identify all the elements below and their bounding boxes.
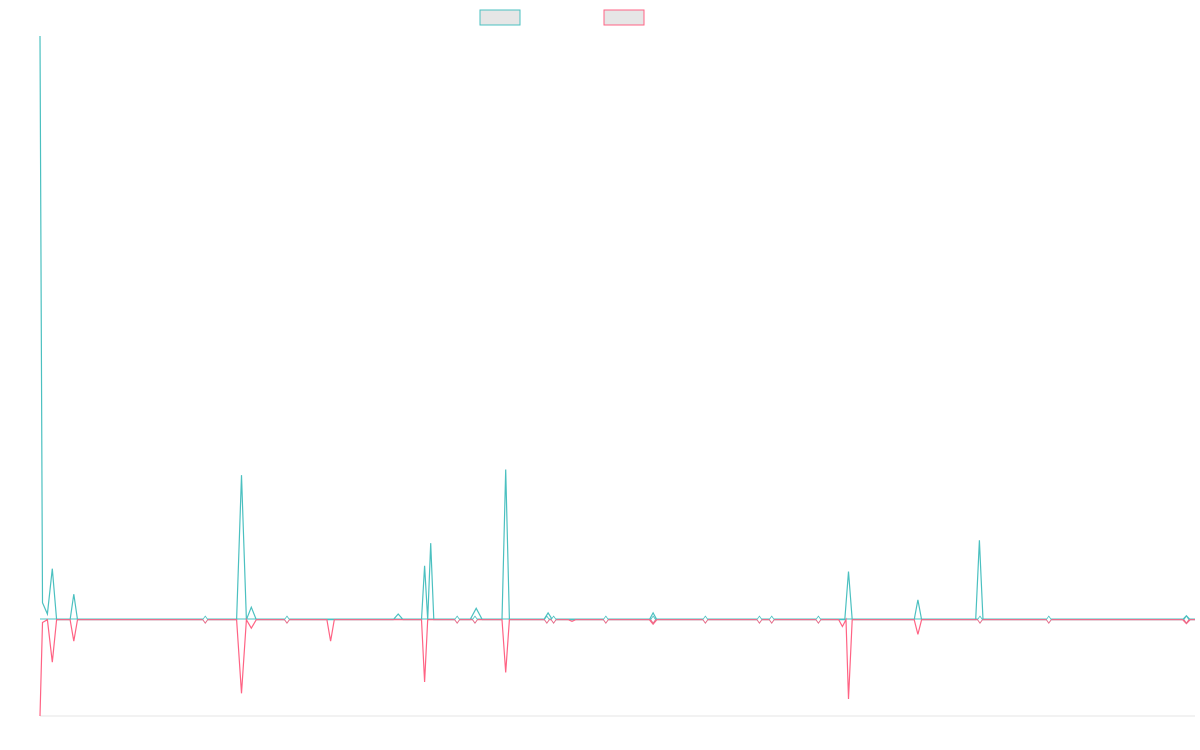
legend	[479, 9, 645, 26]
baseline-marker-lower-1	[202, 619, 209, 624]
baseline-marker-lower-9	[702, 619, 709, 624]
baseline-marker-lower-2	[284, 619, 290, 624]
baseline-marker-lower-5	[544, 619, 550, 624]
series-line-2	[39, 617, 1195, 717]
baseline-marker-lower-15	[1183, 619, 1190, 624]
baseline-marker-6	[550, 615, 557, 624]
baseline-marker-1	[202, 615, 209, 624]
baseline-marker-13	[976, 615, 983, 624]
baseline-marker-14	[1045, 615, 1052, 624]
baseline-marker-10	[756, 615, 763, 624]
baseline-marker-lower-7	[603, 619, 609, 624]
baseline-marker-lower-10	[756, 619, 763, 624]
baseline-marker-lower-8	[650, 619, 656, 624]
baseline-marker-12	[815, 615, 822, 624]
baseline-marker-9	[702, 615, 709, 624]
legend-swatch-1[interactable]	[479, 9, 521, 26]
baseline-marker-3	[454, 615, 461, 624]
legend-swatch-2[interactable]	[603, 9, 645, 26]
series-layer	[39, 35, 1195, 717]
baseline-marker-lower-12	[815, 619, 822, 624]
baseline-marker-lower-13	[977, 619, 983, 624]
marker-layer	[202, 615, 1190, 624]
baseline-marker-2	[283, 615, 290, 624]
baseline-marker-7	[602, 615, 609, 624]
baseline-marker-4	[471, 615, 478, 624]
baseline-marker-lower-4	[472, 619, 478, 624]
baseline-marker-lower-14	[1045, 619, 1052, 624]
baseline-marker-11	[768, 615, 775, 624]
series-line-1	[39, 35, 1195, 621]
baseline-marker-lower-6	[550, 619, 557, 624]
baseline-marker-lower-3	[454, 619, 460, 624]
baseline-marker-lower-11	[768, 619, 775, 624]
